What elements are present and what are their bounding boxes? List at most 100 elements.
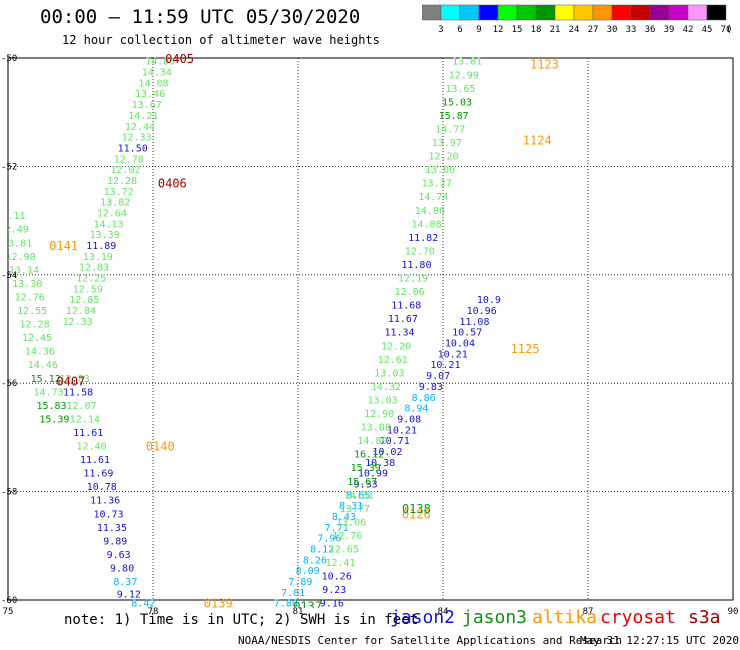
x-tick-label: 78 — [148, 607, 159, 617]
legend-s3a: s3a — [688, 607, 721, 628]
pass-time-label: 0140 — [146, 440, 175, 454]
wave-height-label: 13.03 — [374, 368, 404, 379]
wave-height-label: 12.11 — [0, 211, 25, 222]
wave-height-label: 12.83 — [79, 263, 109, 274]
wave-height-label: 15.03 — [442, 97, 472, 108]
y-tick-label: -54 — [1, 271, 17, 281]
wave-height-label: 9.89 — [103, 536, 127, 547]
plot-frame — [7, 57, 734, 601]
wave-height-label: 15.87 — [439, 111, 469, 122]
wave-height-label: 13.82 — [100, 198, 130, 209]
wave-height-label: 13.65 — [445, 84, 475, 95]
y-tick-label: -60 — [1, 596, 17, 606]
colorbar-tick-label: 30 — [607, 25, 618, 35]
wave-height-label: 12.85 — [69, 295, 99, 306]
wave-height-label: 13.27 — [422, 179, 452, 190]
colorbar-tick-label: 42 — [683, 25, 694, 35]
credit-line: NOAA/NESDIS Center for Satellite Applica… — [238, 634, 623, 647]
wave-height-label: 10.57 — [452, 328, 482, 339]
wave-height-label: 9.23 — [322, 585, 346, 596]
colorbar-tick-label: 24 — [569, 25, 580, 35]
wave-height-label: 11.80 — [401, 260, 431, 271]
wave-height-label: 12.78 — [114, 154, 144, 165]
colorbar-tick-label: 3 — [438, 25, 443, 35]
wave-height-label: 12.41 — [325, 558, 355, 569]
wave-height-label: 14.77 — [435, 124, 465, 135]
y-tick-label: -56 — [1, 379, 17, 389]
x-tick-label: 90 — [728, 607, 739, 617]
wave-height-label: 12.70 — [405, 246, 435, 257]
colorbar-tick-label: 6 — [457, 25, 462, 35]
pass-time-label: 0141 — [49, 239, 78, 253]
wave-height-label: 13.06 — [336, 517, 366, 528]
colorbar-tick-label: 27 — [588, 25, 599, 35]
wave-height-label: 14.08 — [412, 219, 442, 230]
pass-time-label: 0139 — [204, 597, 233, 611]
wave-height-label: 16.12 — [354, 450, 384, 461]
wave-height-label: 15.39 — [351, 463, 381, 474]
wave-height-label: 7.96 — [317, 534, 341, 545]
wave-height-label: 12.20 — [428, 152, 458, 163]
wave-height-label: 13.46 — [135, 89, 165, 100]
wave-height-label: 13.81 — [2, 238, 32, 249]
wave-height-label: 10.21 — [438, 349, 468, 360]
wave-height-label: 9.16 — [320, 599, 344, 610]
colorbar-tick-label: 33 — [626, 25, 637, 35]
wave-height-label: 14.32 — [371, 382, 401, 393]
pass-time-label: 0138 — [402, 502, 431, 516]
wave-height-label: 14.46 — [28, 360, 58, 371]
wave-height-label: 12.45 — [22, 333, 52, 344]
wave-height-label: 12.76 — [15, 292, 45, 303]
wave-height-label: 10.96 — [467, 306, 497, 317]
wave-height-label: 12.59 — [73, 284, 103, 295]
wave-height-label: 10.78 — [87, 482, 117, 493]
wave-height-label: 12.65 — [329, 545, 359, 556]
wave-height-label: 12.61 — [378, 355, 408, 366]
y-tick-label: -52 — [1, 162, 17, 172]
wave-height-label: 8.09 — [296, 566, 320, 577]
wave-height-label: 12.90 — [364, 409, 394, 420]
wave-height-label: 8.37 — [113, 577, 137, 588]
wave-height-label: 12.40 — [77, 442, 107, 453]
wave-height-label: 13.67 — [132, 100, 162, 111]
x-tick-label: 81 — [293, 607, 304, 617]
wave-height-label: 11.69 — [83, 469, 113, 480]
colorbar-tick-label: 45 — [702, 25, 713, 35]
wave-height-label: 8.12 — [310, 545, 334, 556]
wave-height-label: 13.97 — [432, 138, 462, 149]
wave-height-label: 13.30 — [12, 279, 42, 290]
wave-height-points: 14.8514.3414.0813.4613.6714.2112.4412.33… — [0, 52, 559, 611]
x-tick-label: 75 — [3, 607, 14, 617]
wave-height-label: 12.06 — [395, 287, 425, 298]
wave-height-label: 13.88 — [361, 423, 391, 434]
page-subtitle: 12 hour collection of altimeter wave hei… — [62, 33, 380, 47]
wave-height-label: 10.04 — [445, 339, 475, 350]
wave-height-label: 12.84 — [66, 306, 96, 317]
wave-height-label: 10.99 — [358, 469, 388, 480]
wave-height-label: 12.44 — [125, 122, 155, 133]
colorbar-tick-label: 9 — [476, 25, 481, 35]
wave-height-label: 12.28 — [107, 176, 137, 187]
legend-cryosat: cryosat — [600, 607, 676, 628]
wave-height-label: 13.72 — [104, 187, 134, 198]
wave-height-label: 13.81 — [452, 57, 482, 68]
wave-height-label: 8.42 — [131, 599, 155, 610]
wave-height-label: 10.26 — [322, 572, 352, 583]
wave-height-label: 14.13 — [93, 219, 123, 230]
pass-time-label: 1125 — [511, 342, 540, 356]
wave-height-label: 12.83 — [60, 374, 90, 385]
wave-height-label: 15.83 — [36, 401, 66, 412]
wave-height-label: 12.33 — [63, 317, 93, 328]
colorbar-tick-label: 36 — [645, 25, 656, 35]
pass-time-label: 1124 — [523, 133, 552, 147]
legend-jason2: jason2 — [390, 607, 456, 628]
pass-time-label: 0126 — [402, 507, 431, 521]
wave-height-label: 11.82 — [408, 233, 438, 244]
wave-height-label: 14.74 — [418, 192, 448, 203]
wave-height-label: 8.26 — [303, 555, 327, 566]
wave-height-label: 12.14 — [70, 414, 100, 425]
legend-jason3: jason3 — [462, 607, 528, 628]
wave-height-label: 13.39 — [90, 230, 120, 241]
wave-height-label: 15.67 — [347, 477, 377, 488]
wave-height-label: 9.83 — [419, 382, 443, 393]
